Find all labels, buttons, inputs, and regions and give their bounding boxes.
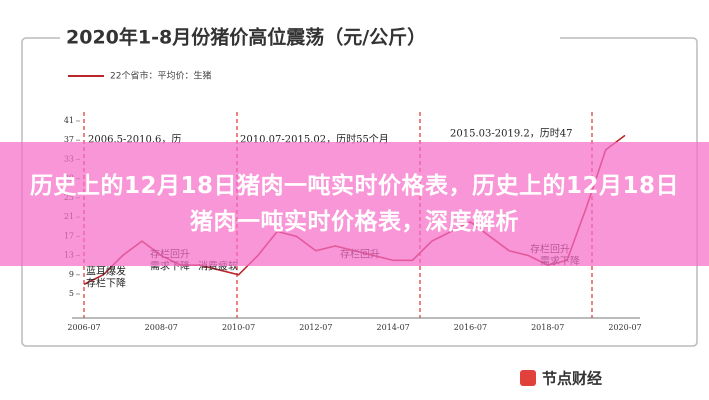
x-tick-label: 2018-07 (531, 323, 564, 332)
watermark: 节点财经 (542, 370, 602, 388)
x-tick-label: 2016-07 (454, 323, 487, 332)
annotation: 存栏下降 (86, 277, 126, 290)
title-backdrop (60, 22, 560, 54)
legend-label: 22个省市：平均价：生猪 (110, 70, 211, 82)
headline-banner: 历史上的12月18日猪肉一吨实时价格表，历史上的12月18日猪肉一吨实时价格表，… (0, 142, 709, 266)
annotation: 2015.03-2019.2，历时47 (450, 128, 572, 140)
watermark-group: 节点财经 (520, 370, 602, 388)
watermark-icon (520, 370, 536, 386)
y-tick-label: 41 (64, 116, 74, 125)
x-tick-label: 2008-07 (145, 323, 178, 332)
y-tick-label: 9 (69, 270, 74, 279)
x-tick-label: 2006-07 (67, 323, 100, 332)
y-tick-label: 5 (69, 289, 74, 298)
x-tick-label: 2010-07 (222, 323, 255, 332)
annotation: 蓝耳爆发 (86, 265, 126, 278)
x-tick-label: 2014-07 (377, 323, 410, 332)
headline: 历史上的12月18日猪肉一吨实时价格表，历史上的12月18日猪肉一吨实时价格表，… (29, 173, 680, 235)
x-tick-label: 2012-07 (299, 323, 332, 332)
chart-title: 2020年1-8月份猪价高位震荡（元/公斤） (66, 26, 426, 49)
y-tick-label: 37 (64, 135, 74, 144)
x-tick-label: 2020-07 (608, 323, 641, 332)
